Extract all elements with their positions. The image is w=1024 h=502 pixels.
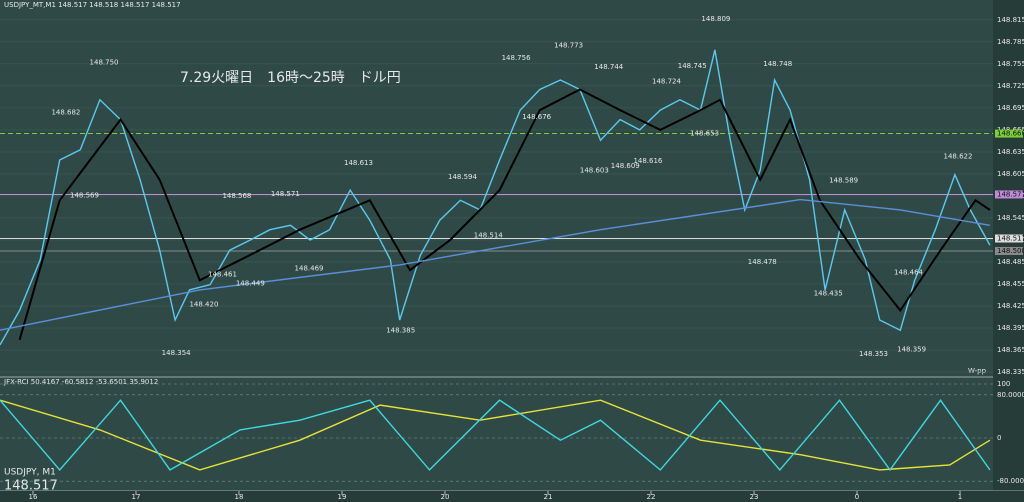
x-tick-label: 19 xyxy=(338,493,347,501)
price-annotation: 148.773 xyxy=(554,42,583,50)
price-annotation: 148.589 xyxy=(829,177,858,185)
y-tick-label: 148.695 xyxy=(997,104,1024,112)
y-tick-label: 148.605 xyxy=(997,170,1024,178)
price-annotation: 148.594 xyxy=(448,173,477,181)
x-tick-label: 20 xyxy=(441,493,450,501)
x-tick-label: 0 xyxy=(855,493,859,501)
chart-title: 7.29火曜日 16時～25時 ドル円 xyxy=(180,70,401,86)
time-axis xyxy=(0,491,1024,502)
price-annotation: 148.748 xyxy=(763,60,792,68)
series-line xyxy=(0,49,991,346)
y-tick-label: -80.0000 xyxy=(997,477,1024,485)
last-price: 148.517 xyxy=(4,479,58,494)
level-label: 148.500 xyxy=(997,247,1024,255)
y-tick-label: 148.395 xyxy=(997,324,1024,332)
y-tick-label: 148.815 xyxy=(997,16,1024,24)
price-annotation: 148.682 xyxy=(51,108,80,116)
x-tick-label: 22 xyxy=(647,493,656,501)
price-annotation: 148.461 xyxy=(208,271,237,279)
y-tick-label: 148.545 xyxy=(997,214,1024,222)
price-annotation: 148.676 xyxy=(522,113,551,121)
price-annotation: 148.420 xyxy=(189,301,218,309)
price-annotation: 148.469 xyxy=(295,265,324,273)
price-annotation: 148.449 xyxy=(236,279,265,287)
y-tick-label: 148.365 xyxy=(997,346,1024,354)
y-tick-label: 80.0000 xyxy=(997,391,1024,399)
y-tick-label: 148.485 xyxy=(997,258,1024,266)
price-annotation: 148.464 xyxy=(894,268,923,276)
symbol-info: USDJPY_MT,M1 148.517 148.518 148.517 148… xyxy=(4,1,181,9)
level-tag xyxy=(995,129,1023,138)
level-tag xyxy=(995,190,1023,199)
price-annotation: 148.750 xyxy=(90,59,119,67)
y-tick-label: 0 xyxy=(997,434,1001,442)
price-annotation: 148.478 xyxy=(748,258,777,266)
y-tick-label: 148.755 xyxy=(997,60,1024,68)
price-annotation: 148.354 xyxy=(162,349,191,357)
x-tick-label: 16 xyxy=(29,493,38,501)
price-annotation: 148.435 xyxy=(814,290,843,298)
symbol-label: USDJPY, M1 xyxy=(4,468,56,478)
x-tick-label: 18 xyxy=(235,493,244,501)
price-annotation: 148.616 xyxy=(633,157,662,165)
x-tick-label: 17 xyxy=(132,493,141,501)
level-label: 148.660 xyxy=(997,130,1024,138)
corner-label: W-pp xyxy=(968,367,987,375)
price-annotation: 148.622 xyxy=(944,152,973,160)
price-annotation: 148.809 xyxy=(701,15,730,23)
price-annotation: 148.514 xyxy=(474,232,503,240)
series-line xyxy=(0,198,991,331)
y-tick-label: 148.425 xyxy=(997,302,1024,310)
price-annotation: 148.603 xyxy=(580,166,609,174)
price-annotation: 148.745 xyxy=(678,62,707,70)
y-tick-label: 148.725 xyxy=(997,82,1024,90)
x-tick-label: 21 xyxy=(544,493,553,501)
price-annotation: 148.724 xyxy=(652,78,681,86)
price-annotation: 148.568 xyxy=(222,192,251,200)
price-annotation: 148.571 xyxy=(271,190,300,198)
price-annotation: 148.744 xyxy=(594,63,623,71)
price-annotation: 148.359 xyxy=(897,345,926,353)
x-tick-label: 1 xyxy=(958,493,962,501)
price-annotation: 148.385 xyxy=(386,326,415,334)
price-annotation: 148.653 xyxy=(690,130,719,138)
y-tick-label: 148.335 xyxy=(997,368,1024,376)
x-tick-label: 23 xyxy=(750,493,759,501)
price-annotation: 148.353 xyxy=(859,350,888,358)
level-label: 148.517 xyxy=(997,235,1024,243)
level-label: 148.577 xyxy=(997,190,1024,198)
series-line xyxy=(0,398,991,472)
price-annotation: 148.756 xyxy=(502,54,531,62)
y-tick-label: 148.635 xyxy=(997,148,1024,156)
series-line xyxy=(18,88,991,341)
y-tick-label: 100 xyxy=(997,380,1010,388)
indicator-title: JFX-RCI 50.4167 -60.5812 -53.6501 35.901… xyxy=(3,378,158,386)
y-tick-label: 148.455 xyxy=(997,280,1024,288)
price-annotation: 148.613 xyxy=(344,159,373,167)
y-tick-label: 148.785 xyxy=(997,38,1024,46)
level-tag xyxy=(995,246,1023,255)
level-tag xyxy=(995,234,1023,243)
price-annotation: 148.569 xyxy=(70,191,99,199)
price-annotation: 148.609 xyxy=(611,162,640,170)
